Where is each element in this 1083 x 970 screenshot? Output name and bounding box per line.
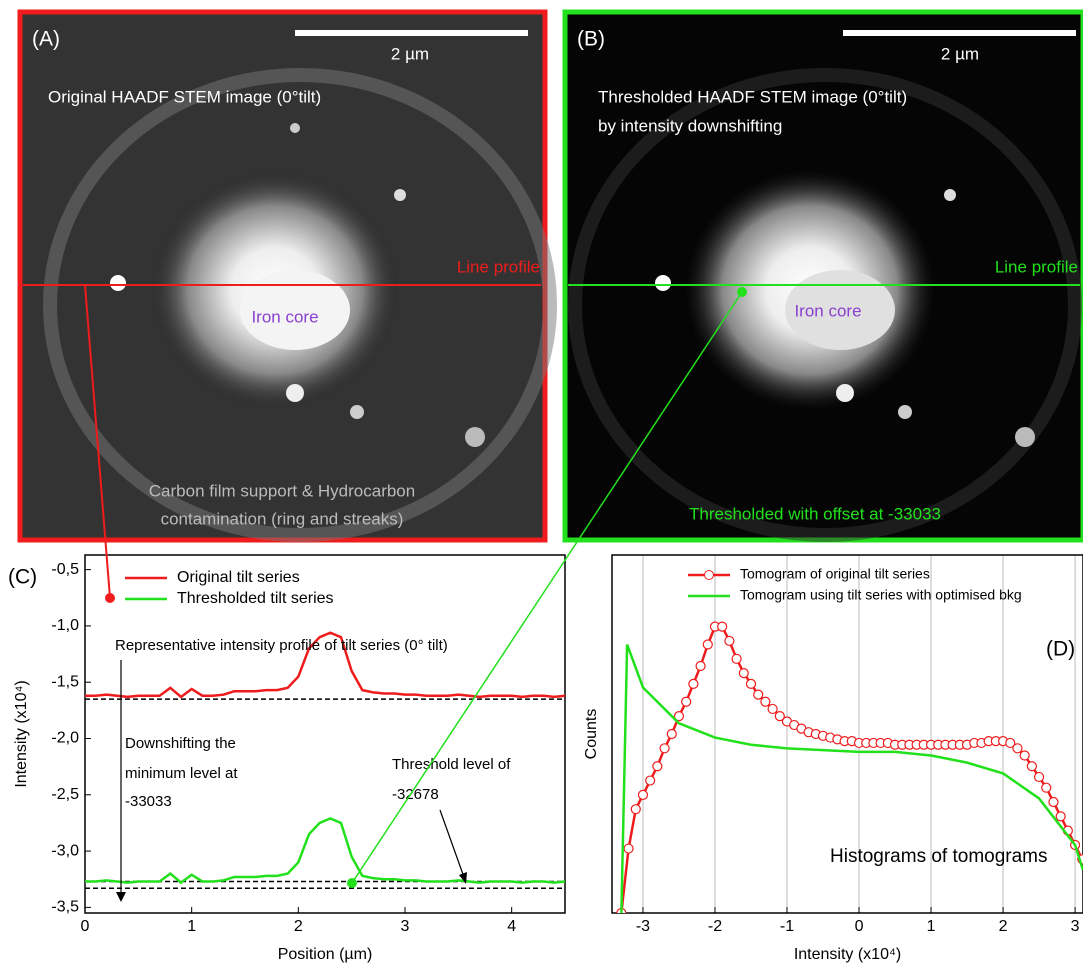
x-tick-label: 4 — [507, 918, 516, 935]
marker — [703, 640, 712, 649]
marker — [667, 730, 676, 739]
marker — [682, 697, 691, 706]
marker — [689, 679, 698, 688]
annotation: minimum level at — [125, 765, 238, 782]
footer-caption: Carbon film support & Hydrocarbon — [149, 481, 415, 500]
x-tick-label: 3 — [401, 918, 410, 935]
profile-label: Line profile — [995, 257, 1078, 276]
marker — [1056, 812, 1065, 821]
particle — [110, 275, 126, 291]
annotation: -32678 — [392, 786, 439, 803]
x-tick-label: -3 — [636, 918, 650, 935]
annotation: -33033 — [125, 793, 172, 810]
particle — [286, 384, 304, 402]
marker — [725, 636, 734, 645]
annotation: Histograms of tomograms — [830, 846, 1048, 867]
charts: 0 1 2 3 4 -0,5 -1,0 -1,5 -2,0 -2,5 -3,0 -3,5 Positio… — [8, 555, 1083, 963]
x-tick-label: -1 — [780, 918, 794, 935]
particle — [836, 384, 854, 402]
marker — [1049, 798, 1058, 807]
marker — [718, 622, 727, 631]
particle — [944, 189, 956, 201]
x-tick-label: 2 — [999, 918, 1008, 935]
arrow-head — [116, 892, 126, 902]
x-tick-label: 1 — [927, 918, 936, 935]
particle — [290, 123, 300, 133]
series-line — [85, 818, 565, 882]
marker — [768, 704, 777, 713]
x-axis-label: Intensity (x10⁴) — [794, 946, 901, 963]
marker — [1020, 751, 1029, 760]
scale-label: 2 µm — [941, 44, 979, 63]
y-tick-label: -2,5 — [51, 786, 79, 803]
x-tick-label: 1 — [187, 918, 196, 935]
legend-label: Original tilt series — [177, 569, 300, 586]
footer-caption: contamination (ring and streaks) — [161, 509, 404, 528]
y-tick-label: -2,0 — [51, 730, 79, 747]
legend-label: Tomogram using tilt series with optimise… — [740, 587, 1022, 603]
figure: 0 1 2 3 4 -0,5 -1,0 -1,5 -2,0 -2,5 -3,0 -3,5 Positio… — [0, 0, 1083, 965]
core-label: Iron core — [251, 307, 318, 326]
x-tick-label: -2 — [708, 918, 722, 935]
marker — [746, 679, 755, 688]
series-line — [621, 627, 1082, 913]
connector-dot — [105, 593, 115, 603]
marker — [732, 654, 741, 663]
profile-label: Line profile — [457, 257, 540, 276]
marker — [739, 669, 748, 678]
connector-dot — [347, 878, 357, 888]
x-tick-label: 2 — [294, 918, 303, 935]
marker — [1027, 762, 1036, 771]
marker — [646, 776, 655, 785]
marker — [624, 844, 633, 853]
particle — [898, 405, 912, 419]
x-tick-label: 3 — [1071, 918, 1080, 935]
y-tick-label: -3,0 — [51, 842, 79, 859]
marker — [754, 690, 763, 699]
particle — [394, 189, 406, 201]
y-axis-label: Intensity (x10⁴) — [13, 680, 30, 787]
y-tick-label: -3,5 — [51, 899, 79, 916]
annotation: Representative intensity profile of tilt… — [115, 637, 448, 654]
annotation: Downshifting the — [125, 735, 236, 752]
x-axis-label: Position (µm) — [278, 946, 373, 963]
marker — [660, 744, 669, 753]
particle — [655, 275, 671, 291]
marker — [696, 661, 705, 670]
annotation: Threshold level of — [392, 756, 511, 773]
caption: by intensity downshifting — [598, 116, 782, 135]
x-tick-label: 0 — [81, 918, 90, 935]
panel-label: (D) — [1046, 638, 1075, 661]
marker — [1035, 772, 1044, 781]
panel-label: (C) — [8, 566, 37, 589]
marker — [653, 762, 662, 771]
panel-label: (B) — [577, 28, 605, 51]
core-label: Iron core — [794, 301, 861, 320]
y-tick-label: -0,5 — [51, 561, 79, 578]
legend-marker — [705, 571, 714, 580]
legend-label: Tomogram of original tilt series — [740, 566, 930, 582]
x-tick-label: 0 — [855, 918, 864, 935]
y-tick-label: -1,0 — [51, 617, 79, 634]
caption: Original HAADF STEM image (0°tilt) — [48, 87, 321, 106]
annotation-arrow — [440, 810, 465, 880]
particle — [350, 405, 364, 419]
scale-label: 2 µm — [391, 44, 429, 63]
particle — [1015, 427, 1035, 447]
marker — [1042, 783, 1051, 792]
marker — [631, 805, 640, 814]
particle — [465, 427, 485, 447]
connector-dot — [737, 287, 747, 297]
y-axis-label: Counts — [583, 709, 600, 760]
y-tick-label: -1,5 — [51, 673, 79, 690]
footer-caption: Thresholded with offset at -33033 — [689, 504, 941, 523]
panel-label: (A) — [32, 28, 60, 51]
marker — [638, 790, 647, 799]
marker — [1013, 744, 1022, 753]
legend-label: Thresholded tilt series — [177, 590, 334, 607]
caption: Thresholded HAADF STEM image (0°tilt) — [598, 87, 907, 106]
marker — [761, 697, 770, 706]
